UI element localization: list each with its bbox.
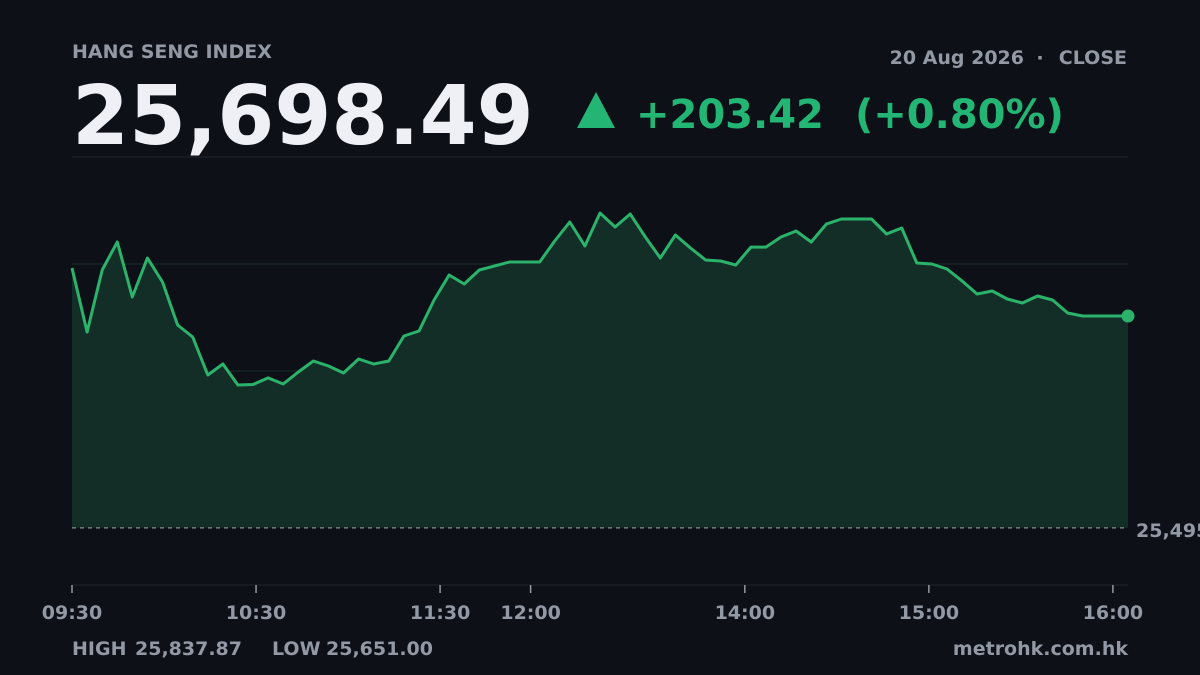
change: +203.42 — [636, 92, 824, 138]
price-line — [70, 211, 1128, 387]
x-tick-label: 12:00 — [500, 602, 560, 624]
low-value: 25,651.00 — [326, 638, 433, 660]
x-tick-label: 09:30 — [42, 602, 102, 624]
x-tick-label: 15:00 — [899, 602, 959, 624]
change-percent: (+0.80%) — [855, 92, 1064, 138]
x-tick-label: 11:30 — [410, 602, 470, 624]
last-point — [1121, 309, 1135, 323]
date: 20 Aug 2026 — [890, 47, 1024, 69]
separator: · — [1036, 47, 1043, 69]
last-price: 25,698.49 — [72, 69, 534, 164]
area — [72, 213, 1128, 528]
previous-close-label: 25,495 — [1136, 520, 1200, 542]
high-value: 25,837.87 — [135, 638, 242, 660]
x-tick-label: 10:30 — [226, 602, 286, 624]
x-tick-label: 16:00 — [1083, 602, 1143, 624]
up-arrow — [577, 92, 615, 128]
plot-area: 09:30 10:30 11:30 12:00 14:00 15:00 16:00 25,49… — [42, 156, 1200, 624]
source: metrohk.com.hk — [953, 638, 1128, 660]
low-label: LOW — [272, 638, 321, 660]
high-label: HIGH — [72, 638, 126, 660]
index-name: HANG SENG INDEX — [72, 41, 272, 63]
status: CLOSE — [1059, 47, 1127, 69]
x-tick-label: 14:00 — [715, 602, 775, 624]
